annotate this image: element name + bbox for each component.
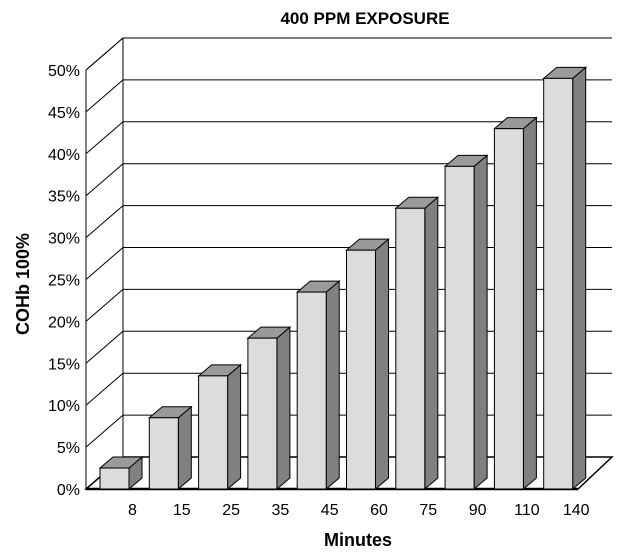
x-tick-label: 60 [370, 502, 388, 519]
y-tick-label: 50% [48, 63, 80, 80]
x-tick-label: 110 [514, 502, 540, 519]
bar [443, 154, 489, 491]
bar-side [522, 116, 537, 491]
bar-side [572, 66, 587, 491]
x-tick-label: 45 [321, 502, 339, 519]
bars [98, 66, 588, 491]
bar [98, 455, 144, 491]
bar [345, 238, 390, 491]
x-tick-label: 140 [563, 502, 590, 519]
bar [295, 279, 341, 491]
bar-front [346, 249, 376, 490]
bar-side [325, 279, 340, 491]
y-tick-label: 30% [48, 231, 80, 248]
y-tick-label: 35% [48, 189, 80, 206]
y-tick-label: 10% [48, 398, 80, 415]
x-axis-title: Minutes [324, 530, 392, 550]
x-tick-label: 90 [469, 502, 487, 519]
bar-side [177, 405, 192, 491]
bar-side [227, 363, 242, 491]
bar [197, 363, 242, 491]
y-tick-label: 45% [48, 105, 80, 122]
y-tick-label: 25% [48, 273, 80, 290]
bar-front [247, 337, 278, 490]
bar [493, 116, 538, 491]
bar-front [99, 467, 130, 490]
y-tick-label: 15% [48, 356, 80, 373]
bar-side [375, 238, 389, 491]
gridline-side [85, 79, 124, 113]
gridline-side [85, 414, 124, 448]
bar-front [493, 128, 524, 490]
gridline-side [85, 121, 124, 155]
chart-title: 400 PPM EXPOSURE [280, 9, 449, 28]
bar-side [276, 326, 291, 491]
y-tick-labels: 0% 5% 10% 15% 20% 25% 30% 35% 40% 45% 50% [48, 63, 80, 499]
bar-front [198, 375, 229, 490]
x-tick-label: 15 [173, 502, 191, 519]
bar [147, 405, 193, 491]
y-tick-label: 5% [57, 440, 80, 457]
bar-side [424, 196, 439, 491]
bar-front [148, 417, 179, 490]
gridline-side [85, 247, 124, 280]
bar [542, 66, 588, 491]
bar-front [395, 207, 426, 490]
x-tick-label: 8 [128, 502, 137, 519]
gridline-side [85, 205, 124, 238]
gridline-side [85, 289, 124, 322]
bar-front [296, 291, 327, 490]
y-tick-label: 0% [57, 482, 80, 499]
x-tick-labels: 8 15 25 35 45 60 75 90 110 140 [128, 502, 590, 519]
gridline-side [85, 330, 124, 364]
y-tick-label: 20% [48, 314, 80, 331]
x-tick-label: 75 [419, 502, 437, 519]
gridline-side [85, 163, 124, 197]
gridline-side [85, 372, 124, 406]
y-tick-label: 40% [48, 147, 80, 164]
bar-side [473, 154, 488, 491]
gridline-side [85, 37, 124, 71]
y-axis-title: COHb 100% [13, 233, 33, 335]
bar [246, 326, 292, 491]
x-tick-label: 35 [272, 502, 290, 519]
bar [394, 196, 440, 491]
bar-front [543, 77, 574, 490]
x-tick-label: 25 [222, 502, 240, 519]
bar-front [444, 165, 475, 490]
